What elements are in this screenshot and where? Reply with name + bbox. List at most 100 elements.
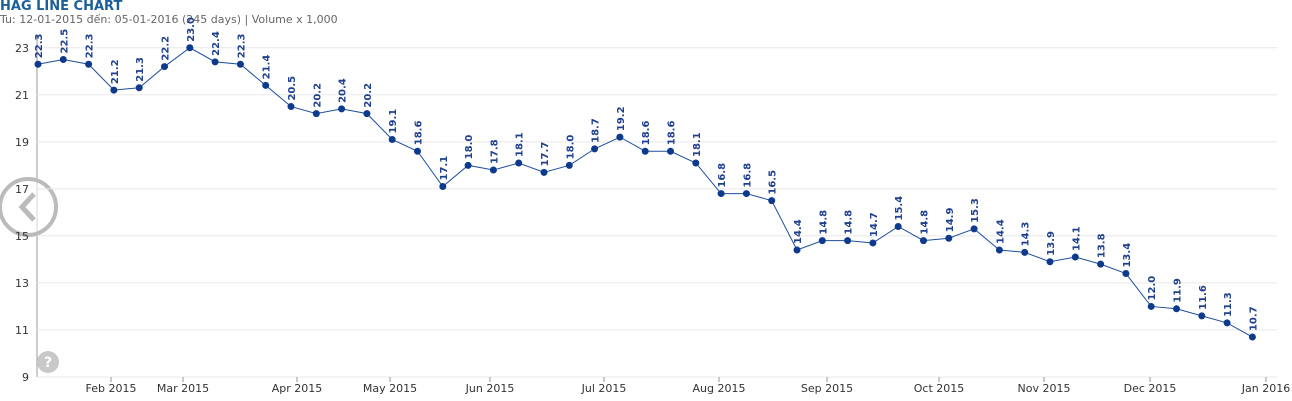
marker [388, 135, 396, 143]
x-tick-label: Mar 2015 [157, 382, 209, 395]
help-button[interactable]: ? [37, 351, 59, 373]
marker [161, 63, 168, 71]
y-tick-label: 17 [15, 183, 29, 196]
value-label: 20.2 [312, 83, 323, 108]
marker [515, 159, 523, 167]
value-label: 21.2 [110, 59, 121, 84]
marker [591, 145, 599, 153]
value-label: 14.8 [844, 210, 855, 235]
value-label: 22.5 [59, 29, 70, 54]
marker [1122, 270, 1130, 278]
value-label: 17.7 [540, 142, 551, 167]
marker [970, 225, 978, 233]
y-tick-label: 15 [15, 230, 29, 243]
value-label: 17.1 [439, 156, 450, 181]
marker [338, 105, 346, 113]
marker [1071, 253, 1079, 261]
y-tick-label: 23 [15, 42, 29, 55]
marker [1021, 248, 1029, 256]
y-tick-label: 21 [15, 89, 29, 102]
x-tick-label: Aug 2015 [693, 382, 746, 395]
marker [464, 161, 472, 169]
value-label: 20.2 [363, 83, 374, 108]
marker [489, 166, 497, 174]
value-label: 20.5 [287, 76, 298, 101]
marker [565, 161, 573, 169]
x-tick-label: May 2015 [363, 382, 417, 395]
x-tick-label: Feb 2015 [86, 382, 137, 395]
value-label: 19.2 [616, 106, 627, 131]
marker [818, 237, 826, 245]
value-label: 11.6 [1198, 285, 1209, 310]
value-label: 22.3 [236, 34, 247, 59]
marker [793, 246, 801, 254]
marker [894, 222, 902, 230]
marker [1198, 312, 1206, 320]
marker [1223, 319, 1231, 327]
value-label: 11.9 [1173, 278, 1184, 303]
value-label: 22.2 [161, 36, 172, 61]
marker [414, 147, 421, 155]
marker [1173, 305, 1180, 313]
value-label: 19.1 [388, 109, 399, 134]
y-tick-label: 13 [15, 277, 29, 290]
marker [692, 159, 700, 167]
svg-text:?: ? [44, 355, 52, 371]
chart-subtitle: Tu: 12-01-2015 đến: 05-01-2016 (245 days… [0, 13, 338, 26]
prev-button[interactable] [0, 177, 58, 237]
value-label: 22.3 [85, 34, 96, 59]
value-label: 14.8 [818, 210, 829, 235]
marker [135, 84, 143, 92]
marker [540, 168, 548, 176]
marker [363, 110, 371, 118]
value-label: 14.4 [995, 219, 1006, 244]
value-label: 14.7 [869, 212, 880, 237]
marker [920, 237, 927, 245]
x-tick-label: Jun 2015 [465, 382, 515, 395]
y-tick-label: 11 [15, 324, 29, 337]
marker [869, 239, 877, 247]
chart-title: HAG LINE CHART [0, 0, 122, 14]
marker [717, 190, 725, 198]
value-label: 18.0 [565, 135, 576, 160]
marker [110, 86, 118, 94]
marker [1097, 260, 1105, 268]
x-tick-label: Apr 2015 [272, 382, 323, 395]
marker [995, 246, 1003, 254]
marker [1147, 302, 1155, 310]
x-tick-label: Oct 2015 [914, 382, 965, 395]
marker [34, 60, 42, 68]
marker [667, 147, 674, 155]
value-label: 21.4 [262, 55, 273, 80]
value-label: 10.7 [1248, 306, 1259, 331]
value-label: 14.3 [1021, 222, 1032, 247]
marker [236, 60, 244, 68]
x-tick-label: Sep 2015 [801, 382, 853, 395]
marker [312, 110, 320, 118]
value-label: 15.4 [894, 196, 905, 221]
value-label: 14.8 [920, 210, 931, 235]
marker [262, 81, 270, 89]
marker [768, 197, 776, 205]
x-tick-label: Nov 2015 [1018, 382, 1071, 395]
value-label: 11.3 [1223, 292, 1234, 317]
value-label: 12.0 [1147, 276, 1158, 301]
marker [641, 147, 649, 155]
value-label: 22.4 [211, 31, 222, 56]
value-label: 16.5 [768, 170, 779, 195]
x-tick-label: Dec 2015 [1124, 382, 1177, 395]
value-label: 13.8 [1097, 233, 1108, 258]
marker [59, 56, 67, 64]
value-label: 16.8 [742, 163, 753, 188]
value-label: 15.3 [970, 198, 981, 223]
marker [945, 234, 953, 242]
marker [211, 58, 219, 66]
value-label: 20.4 [338, 78, 349, 103]
line [37, 47, 1253, 338]
value-label: 22.3 [34, 34, 45, 59]
x-tick-label: Jan 2016 [1241, 382, 1290, 395]
marker [1046, 258, 1054, 266]
value-label: 18.6 [641, 121, 652, 146]
value-label: 18.6 [414, 121, 425, 146]
